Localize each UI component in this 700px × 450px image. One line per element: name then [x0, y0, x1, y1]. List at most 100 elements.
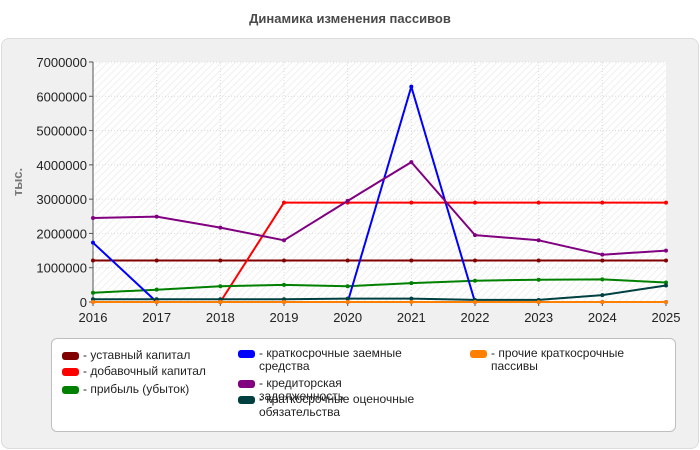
legend: - уставный капитал - добавочный капитал - … [51, 338, 676, 432]
data-point [536, 300, 541, 304]
data-point [536, 258, 541, 263]
legend-label: - прочие краткосрочные пассивы [491, 346, 625, 373]
data-point [664, 283, 668, 288]
x-tick-label: 2017 [142, 310, 171, 325]
data-point [218, 258, 223, 263]
series-line [93, 284, 667, 301]
series-5 [91, 160, 668, 257]
legend-swatch [238, 396, 255, 404]
x-tick-label: 2021 [397, 310, 426, 325]
data-point [282, 297, 286, 302]
legend-item: - добавочный капитал [62, 365, 237, 378]
y-tick-label: 3000000 [36, 192, 87, 207]
x-tick-label: 2016 [79, 310, 108, 325]
x-tick-label: 2020 [333, 310, 362, 325]
data-point [282, 238, 286, 243]
legend-swatch [238, 350, 255, 358]
data-point [282, 300, 286, 304]
legend-item: - кредиторская задолженность [238, 377, 413, 403]
legend-item: - прочие краткосрочные пассивы [470, 347, 640, 373]
legend-item: - краткосрочные оценочные обязательства [238, 393, 428, 419]
x-tick-label: 2022 [461, 310, 490, 325]
data-point [600, 277, 605, 282]
data-point [282, 200, 286, 205]
legend-swatch [62, 352, 79, 360]
data-point [409, 200, 414, 205]
data-point [600, 200, 605, 205]
x-tick-label: 2025 [652, 310, 681, 325]
data-point [664, 280, 668, 285]
x-tick-label: 2018 [206, 310, 235, 325]
data-point [345, 284, 350, 289]
legend-label: - краткосрочные оценочные обязательства [259, 392, 415, 419]
data-point [91, 216, 95, 220]
x-tick-label: 2023 [524, 310, 553, 325]
data-point [154, 214, 159, 219]
data-point [409, 258, 414, 263]
data-point [409, 84, 414, 89]
series-1 [91, 258, 668, 263]
y-tick-label: 4000000 [36, 158, 87, 173]
data-point [345, 198, 350, 203]
data-point [664, 200, 668, 205]
series-line [92, 278, 667, 294]
data-point [154, 258, 159, 263]
series-3 [91, 277, 668, 295]
legend-swatch [62, 368, 79, 376]
data-point [664, 258, 668, 263]
data-point [409, 300, 414, 304]
legend-item: - краткосрочные заемные средства [238, 347, 428, 373]
series-line [92, 161, 667, 256]
data-point [218, 297, 223, 302]
data-point [218, 284, 223, 289]
y-tick-label: 2000000 [36, 226, 87, 241]
data-point [154, 297, 159, 302]
data-point [473, 200, 477, 205]
legend-item: - уставный капитал [62, 349, 237, 362]
series-7 [91, 300, 668, 304]
data-point [345, 296, 350, 301]
data-point [91, 258, 95, 263]
data-point [345, 258, 350, 263]
data-point [218, 225, 223, 230]
data-point [282, 282, 286, 287]
data-point [473, 233, 477, 238]
data-point [600, 300, 605, 304]
data-point [218, 300, 223, 304]
data-point [600, 252, 605, 257]
y-tick-label: 1000000 [36, 261, 87, 276]
data-point [91, 297, 95, 302]
data-point [600, 258, 605, 263]
data-point [600, 293, 605, 298]
legend-item: - прибыль (убыток) [62, 383, 237, 396]
data-point [91, 240, 95, 245]
chart-title: Динамика изменения пассивов [249, 11, 451, 26]
data-point [154, 287, 159, 292]
x-tick-label: 2024 [588, 310, 617, 325]
data-point [536, 238, 541, 243]
legend-swatch [470, 350, 487, 358]
legend-label: - уставный капитал [83, 348, 191, 362]
data-point [282, 258, 286, 263]
y-tick-label: 5000000 [36, 124, 87, 139]
y-axis-label: тыс. [10, 168, 25, 196]
data-point [536, 200, 541, 205]
legend-label: - краткосрочные заемные средства [259, 346, 402, 373]
data-point [409, 160, 414, 165]
legend-label: - добавочный капитал [83, 364, 206, 378]
data-point [409, 296, 414, 301]
data-point [473, 258, 477, 263]
data-point [473, 278, 477, 283]
y-tick-label: 6000000 [36, 89, 87, 104]
legend-label: - кредиторская задолженность [259, 376, 344, 403]
data-point [536, 277, 541, 282]
data-point [473, 300, 477, 304]
legend-swatch [238, 380, 255, 388]
data-point [664, 300, 668, 304]
legend-label: - прибыль (убыток) [83, 382, 190, 396]
data-point [664, 248, 668, 253]
y-tick-label: 0 [80, 295, 87, 310]
data-point [91, 300, 95, 304]
data-point [91, 290, 95, 295]
